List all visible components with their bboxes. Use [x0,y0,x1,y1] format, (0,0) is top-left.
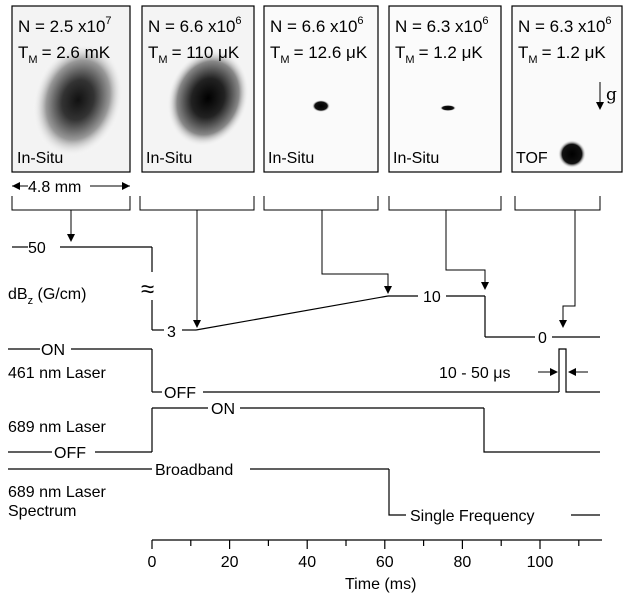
gradient-value-0: 0 [538,330,547,347]
panel-5-atom-cloud [558,140,586,168]
laser461-trace: ON 461 nm Laser OFF 10 - 50 μs [8,342,600,402]
gravity-arrow-icon [596,102,604,110]
spectrum-switch [388,469,406,516]
bracket-1 [11,196,131,211]
gradient-break-mark: ≈ [141,276,154,303]
gradient-trace: 50 ≈ 3 10 0 dBz (G/cm) [8,240,600,347]
connector-2-arrow-icon [193,320,201,328]
panel-4-mode: In-Situ [393,150,439,167]
panel-3-frame [263,5,379,173]
panel-3-mode: In-Situ [268,150,314,167]
connector-arrows [67,210,576,328]
panel-2-temperature: TM = 110 μK [148,43,240,66]
time-axis-tick-label: 100 [527,554,554,571]
connector-5-arrow-icon [559,320,567,328]
time-axis-tick-label: 60 [376,554,394,571]
panel-4-atom-number: N = 6.3 x106 [395,15,489,36]
laser461-pulse [558,348,600,393]
panel-1-temperature: TM = 2.6 mK [18,43,111,66]
laser461-on-label: ON [41,342,65,359]
spectrum-single-label: Single Frequency [410,508,535,525]
laser461-label: 461 nm Laser [8,365,107,382]
pulse-arrow-left-icon [550,368,558,376]
spectrum-trace: Broadband Single Frequency 689 nm Laser … [8,462,600,525]
laser689-on-label: ON [211,401,235,418]
connector-3-arrow-icon [384,286,392,294]
time-axis-tick-label: 20 [221,554,239,571]
panel-1: N = 2.5 x107 TM = 2.6 mK In-Situ [11,5,131,173]
panel-5-atom-number: N = 6.3 x106 [518,15,612,36]
panel-1-atom-number: N = 2.5 x107 [18,15,112,36]
panel-3: N = 6.6 x106 TM = 12.6 μK In-Situ [263,5,379,173]
laser689-trace: OFF 689 nm Laser ON [8,401,600,462]
panel-2-mode: In-Situ [146,150,192,167]
connector-3 [321,210,389,288]
bracket-4 [388,196,502,211]
laser689-fall [483,408,600,453]
time-axis-tick-label: 80 [454,554,472,571]
laser689-off-label: OFF [54,445,86,462]
connector-4 [445,210,486,284]
bracket-5 [514,196,601,211]
laser689-label: 689 nm Laser [8,419,107,436]
time-axis-ticks: 0 20 40 60 80 100 [148,540,580,571]
connector-5 [562,210,576,322]
time-axis-label: Time (ms) [345,576,416,593]
scale-bar: 4.8 mm [12,179,130,196]
spectrum-label-line2: Spectrum [8,503,76,520]
laser461-pulse-label: 10 - 50 μs [439,365,510,382]
bracket-3 [263,196,379,211]
panel-5: N = 6.3 x106 TM = 1.2 μK TOF g [511,5,623,173]
panel-2: N = 6.6 x106 TM = 110 μK In-Situ [141,5,255,173]
panel-2-atom-cloud [166,49,250,147]
gradient-label: dBz (G/cm) [8,286,86,307]
panel-3-atom-cloud [312,100,330,112]
spectrum-broadband-label: Broadband [155,462,233,479]
spectrum-label-line1: 689 nm Laser [8,484,107,501]
panel-4: N = 6.3 x106 TM = 1.2 μK In-Situ [388,5,502,173]
panel-1-atom-cloud [32,43,124,157]
pulse-arrow-right-icon [568,368,576,376]
time-axis: 0 20 40 60 80 100 Time (ms) [148,539,602,593]
panel-brackets [11,196,601,211]
time-axis-tick-label: 0 [148,554,157,571]
panel-1-mode: In-Situ [17,150,63,167]
laser461-off-label: OFF [164,385,196,402]
gradient-value-50: 50 [28,240,46,257]
bracket-2 [139,196,255,211]
panel-5-mode: TOF [516,150,548,167]
panel-4-atom-cloud [440,105,456,111]
panel-4-frame [388,5,502,173]
scale-bar-left-arrow-icon [12,182,20,190]
gradient-value-3: 3 [167,324,176,341]
panel-3-atom-number: N = 6.6 x106 [270,15,364,36]
gradient-trace-ramp [195,295,389,331]
connector-1-arrow-icon [67,234,75,242]
time-axis-tick-label: 40 [298,554,316,571]
scale-bar-label: 4.8 mm [28,179,81,196]
gravity-label: g [606,85,617,105]
panel-2-atom-number: N = 6.6 x106 [148,15,242,36]
connector-4-arrow-icon [481,282,489,290]
scale-bar-right-arrow-icon [122,182,130,190]
gradient-value-10: 10 [423,289,441,306]
panel-3-temperature: TM = 12.6 μK [270,43,368,66]
